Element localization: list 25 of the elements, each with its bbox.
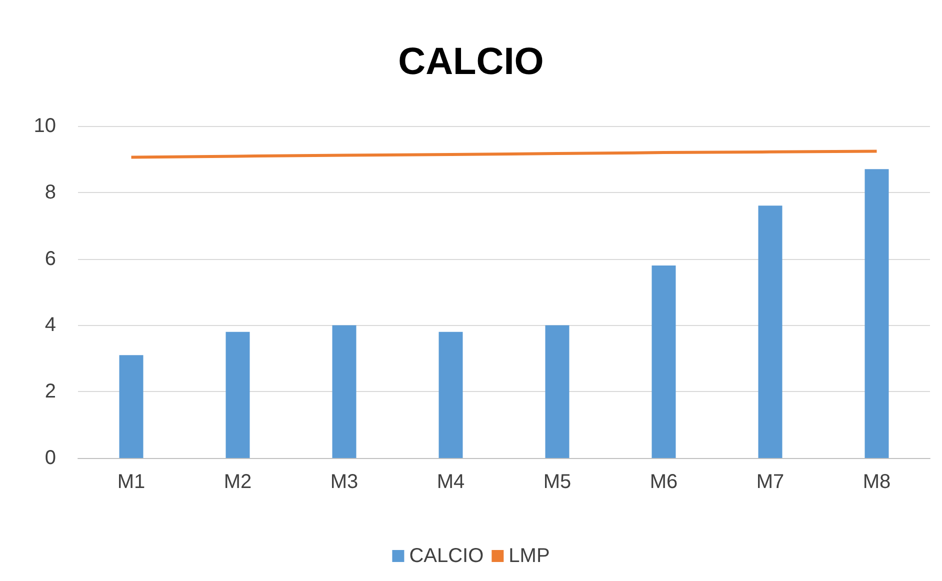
x-tick-label: M6 [650,471,678,493]
y-tick-label: 10 [34,115,56,137]
x-tick-label: M4 [436,471,465,493]
x-tick-label: M5 [543,471,572,493]
x-tick-label: M1 [117,471,146,493]
x-tick-label: M7 [756,471,784,493]
x-tick-label: M3 [330,471,358,493]
y-tick-label: 6 [44,248,56,270]
bar [758,206,782,458]
bar [864,169,889,458]
bar [226,332,250,458]
y-tick-label: 0 [44,447,56,469]
bar [545,325,570,458]
y-tick-label: 4 [44,314,56,336]
legend-label: CALCIO [409,545,484,567]
x-tick-label: M2 [224,471,252,493]
x-tick-label: M8 [862,471,891,493]
bar [119,355,144,458]
bar [438,332,463,458]
chart-title: CALCIO [398,41,544,83]
bar [652,265,676,458]
legend-label: LMP [508,545,550,567]
bar [332,325,356,458]
y-tick-label: 2 [44,380,56,403]
y-tick-label: 8 [44,181,56,204]
